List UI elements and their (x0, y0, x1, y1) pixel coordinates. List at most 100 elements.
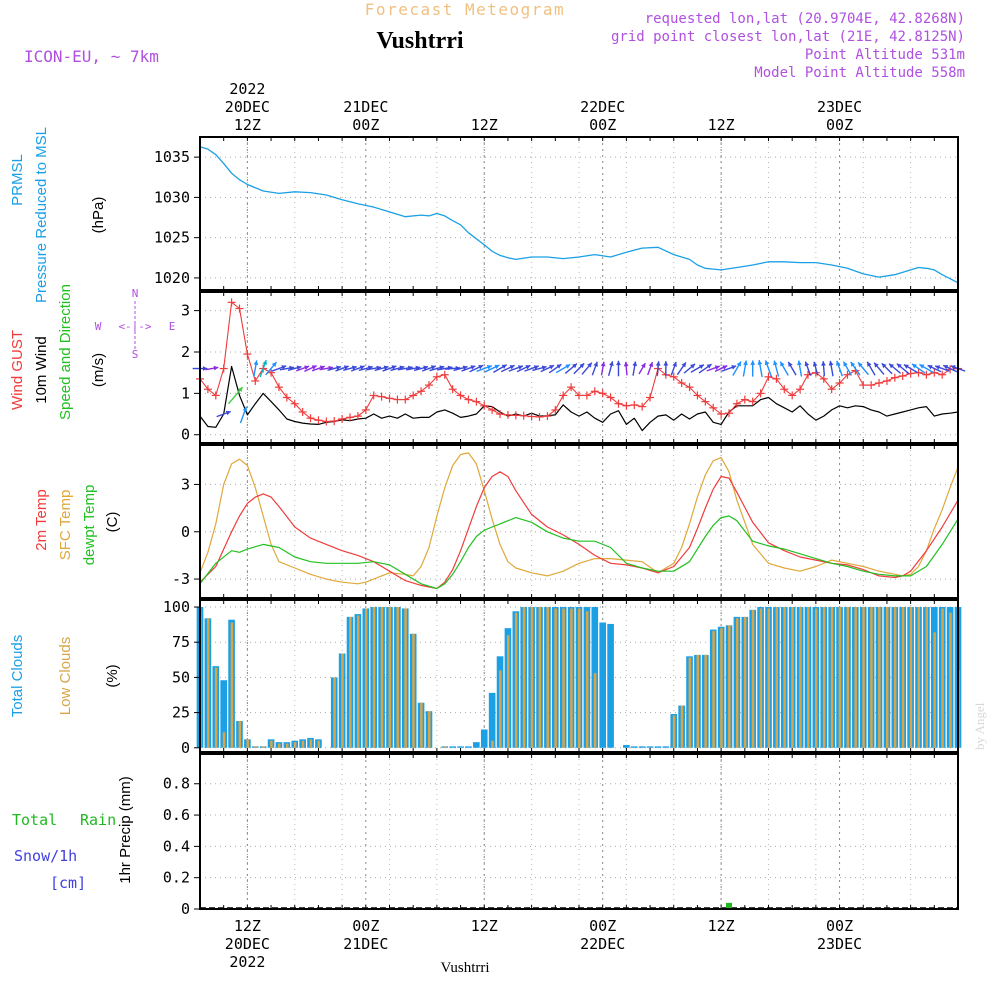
low-clouds-bar (854, 607, 857, 748)
gust-marker (298, 407, 307, 416)
wind-arrow-head (343, 365, 349, 370)
gust-marker (590, 387, 599, 396)
y-tick-label: 75 (172, 633, 190, 651)
low-clouds-bar (522, 607, 526, 748)
wind-direction-arrow (259, 359, 267, 378)
wind-arrow-head (903, 364, 909, 369)
direction-legend-n: N (132, 287, 139, 300)
gust-marker (338, 415, 347, 424)
y-tick-label: 100 (163, 598, 190, 616)
wind-arrow-head (533, 365, 539, 370)
time-label-top: 2022 (229, 80, 265, 98)
wind-arrow-head (242, 406, 248, 412)
wind-arrow-head (804, 361, 810, 367)
low-clouds-bar (396, 607, 399, 748)
gust-marker (796, 385, 805, 394)
wind-direction-arrow (797, 360, 803, 377)
y-tick-label: 0 (181, 900, 190, 918)
wind-arrow-head (698, 364, 704, 370)
wind-arrow-head (494, 364, 500, 370)
y-tick-label: 0.6 (163, 806, 190, 824)
low-clouds-bar (688, 657, 692, 748)
panel-frames: 1020 1025 1030 1035 0 1 2 3 -3 0 3 0 25 50 75 100 0 0.2 0.… (154, 136, 959, 918)
low-clouds-bar (428, 711, 431, 748)
low-clouds-bar (941, 608, 944, 748)
gust-marker (440, 370, 449, 379)
low-clouds-bar (364, 608, 368, 748)
low-clouds-bar (514, 612, 518, 748)
wind-arrow-head (812, 361, 818, 367)
gust-marker (306, 414, 315, 423)
gust-marker (219, 364, 228, 373)
wind-direction-arrow (896, 363, 910, 374)
wind-direction-arrow (540, 364, 555, 373)
wind-direction-arrow (787, 361, 797, 376)
pressure-unit-label: (hPa) (90, 197, 107, 234)
precip-legend-snow: Snow/1h (14, 847, 77, 865)
wind-direction-arrow (632, 361, 638, 376)
wind-arrow-head (304, 365, 310, 370)
gust-marker (235, 304, 244, 313)
wind-direction-arrow (804, 361, 812, 376)
gust-marker (314, 416, 323, 425)
wind-direction-arrow (828, 360, 834, 377)
gust-marker (669, 372, 678, 381)
time-label-bottom: 00Z (826, 917, 853, 935)
gust-marker (456, 391, 465, 400)
gust-marker (519, 411, 528, 420)
wind-direction-arrow (750, 360, 756, 377)
wind-direction-arrow (227, 386, 244, 405)
wind-arrow-head (764, 360, 770, 366)
wind-arrow-head (714, 365, 720, 370)
wind-arrow-head (828, 360, 834, 366)
wind-direction-arrow (638, 362, 646, 375)
wind-direction-arrow (524, 365, 539, 372)
gust-marker (503, 410, 512, 419)
low-clouds-bar (341, 653, 344, 748)
gust-axis-title: Wind GUST (9, 330, 26, 410)
wind-arrow-head (383, 365, 389, 371)
time-label-top: 23DEC (817, 98, 862, 116)
direction-legend-s: S (132, 348, 139, 361)
precip-legend-rain: Rain (80, 811, 116, 829)
wind-arrow-head (541, 365, 547, 371)
wind-direction-arrow (265, 361, 277, 376)
wind-direction-arrow (698, 363, 713, 374)
low-clouds-bar (885, 607, 889, 748)
y-tick-label: 0 (181, 426, 190, 444)
y-tick-label: 0.8 (163, 775, 190, 793)
total-clouds-bar (220, 680, 228, 748)
wind-direction-arrow (732, 361, 742, 376)
wind-direction-arrow (850, 361, 861, 376)
wind-unit-label: (m/s) (90, 353, 107, 387)
gust-marker (819, 374, 828, 383)
model-altitude: Model Point Altitude 558m (754, 65, 965, 81)
y-tick-label: 2 (181, 343, 190, 361)
y-tick-label: 1025 (154, 229, 190, 247)
gust-marker (575, 391, 583, 400)
low-clouds-bar (554, 608, 557, 748)
wind-direction-arrow (821, 361, 826, 376)
low-clouds-bar (807, 607, 810, 748)
wind-direction-arrow (374, 365, 389, 372)
wind-direction-arrow (670, 361, 677, 376)
gust-marker (551, 405, 560, 414)
pressure-axis-title-1: PRMSL (9, 154, 26, 206)
gust-marker (582, 391, 591, 400)
wind-arrow-head (423, 365, 429, 371)
low-clouds-bar (870, 607, 873, 748)
low-clouds-bar (759, 608, 763, 748)
total-clouds-bar (646, 746, 654, 748)
low-clouds-bar (925, 607, 928, 748)
time-label-bottom: 12Z (708, 917, 735, 935)
wind-direction-arrow (327, 365, 342, 372)
gust-marker (211, 391, 220, 400)
wind-arrow-head (919, 364, 925, 369)
low-clouds-bar (822, 607, 826, 748)
wind-arrow-head (462, 365, 468, 371)
low-clouds-bar (214, 667, 218, 748)
gust-marker (693, 391, 702, 400)
low-clouds-bar (538, 607, 542, 748)
chart-title: Forecast Meteogram (365, 0, 565, 19)
wind-direction-arrow (484, 364, 500, 373)
